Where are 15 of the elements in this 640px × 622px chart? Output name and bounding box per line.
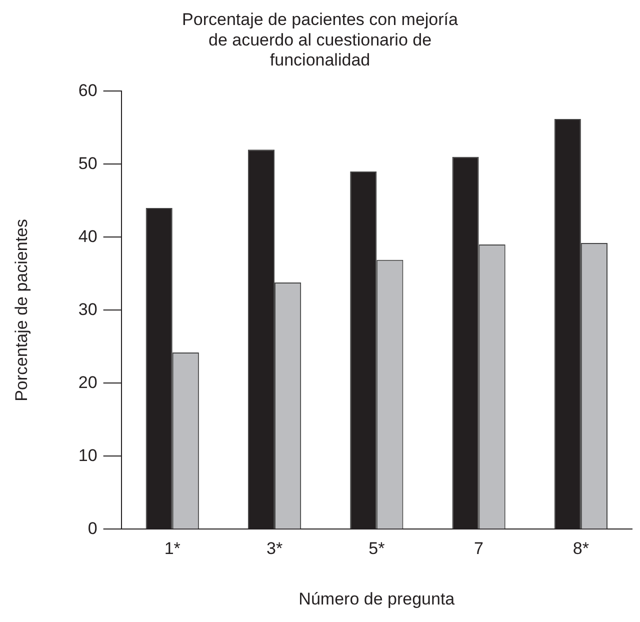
y-tick-label: 40 [78, 226, 98, 246]
y-tick-label: 50 [78, 154, 98, 173]
x-tick-label: 8* [572, 539, 590, 558]
y-tick-label: 0 [88, 518, 98, 538]
y-tick-label: 30 [78, 300, 98, 319]
x-axis-title: Número de pregunta [298, 589, 456, 608]
y-tick-label: 20 [78, 372, 98, 392]
x-tick-label: 1* [164, 539, 181, 558]
chart-title: Porcentaje de pacientes con mejoría de acuerdo al cuestionario de funcionalidad [182, 10, 459, 70]
y-axis-title: Porcentaje de pacientes [12, 218, 31, 402]
y-tick-label: 10 [78, 446, 98, 465]
x-tick-label: 5* [368, 539, 386, 558]
x-tick-label: 7 [474, 539, 484, 558]
x-tick-label: 3* [266, 539, 283, 558]
y-tick-label: 60 [78, 80, 98, 100]
